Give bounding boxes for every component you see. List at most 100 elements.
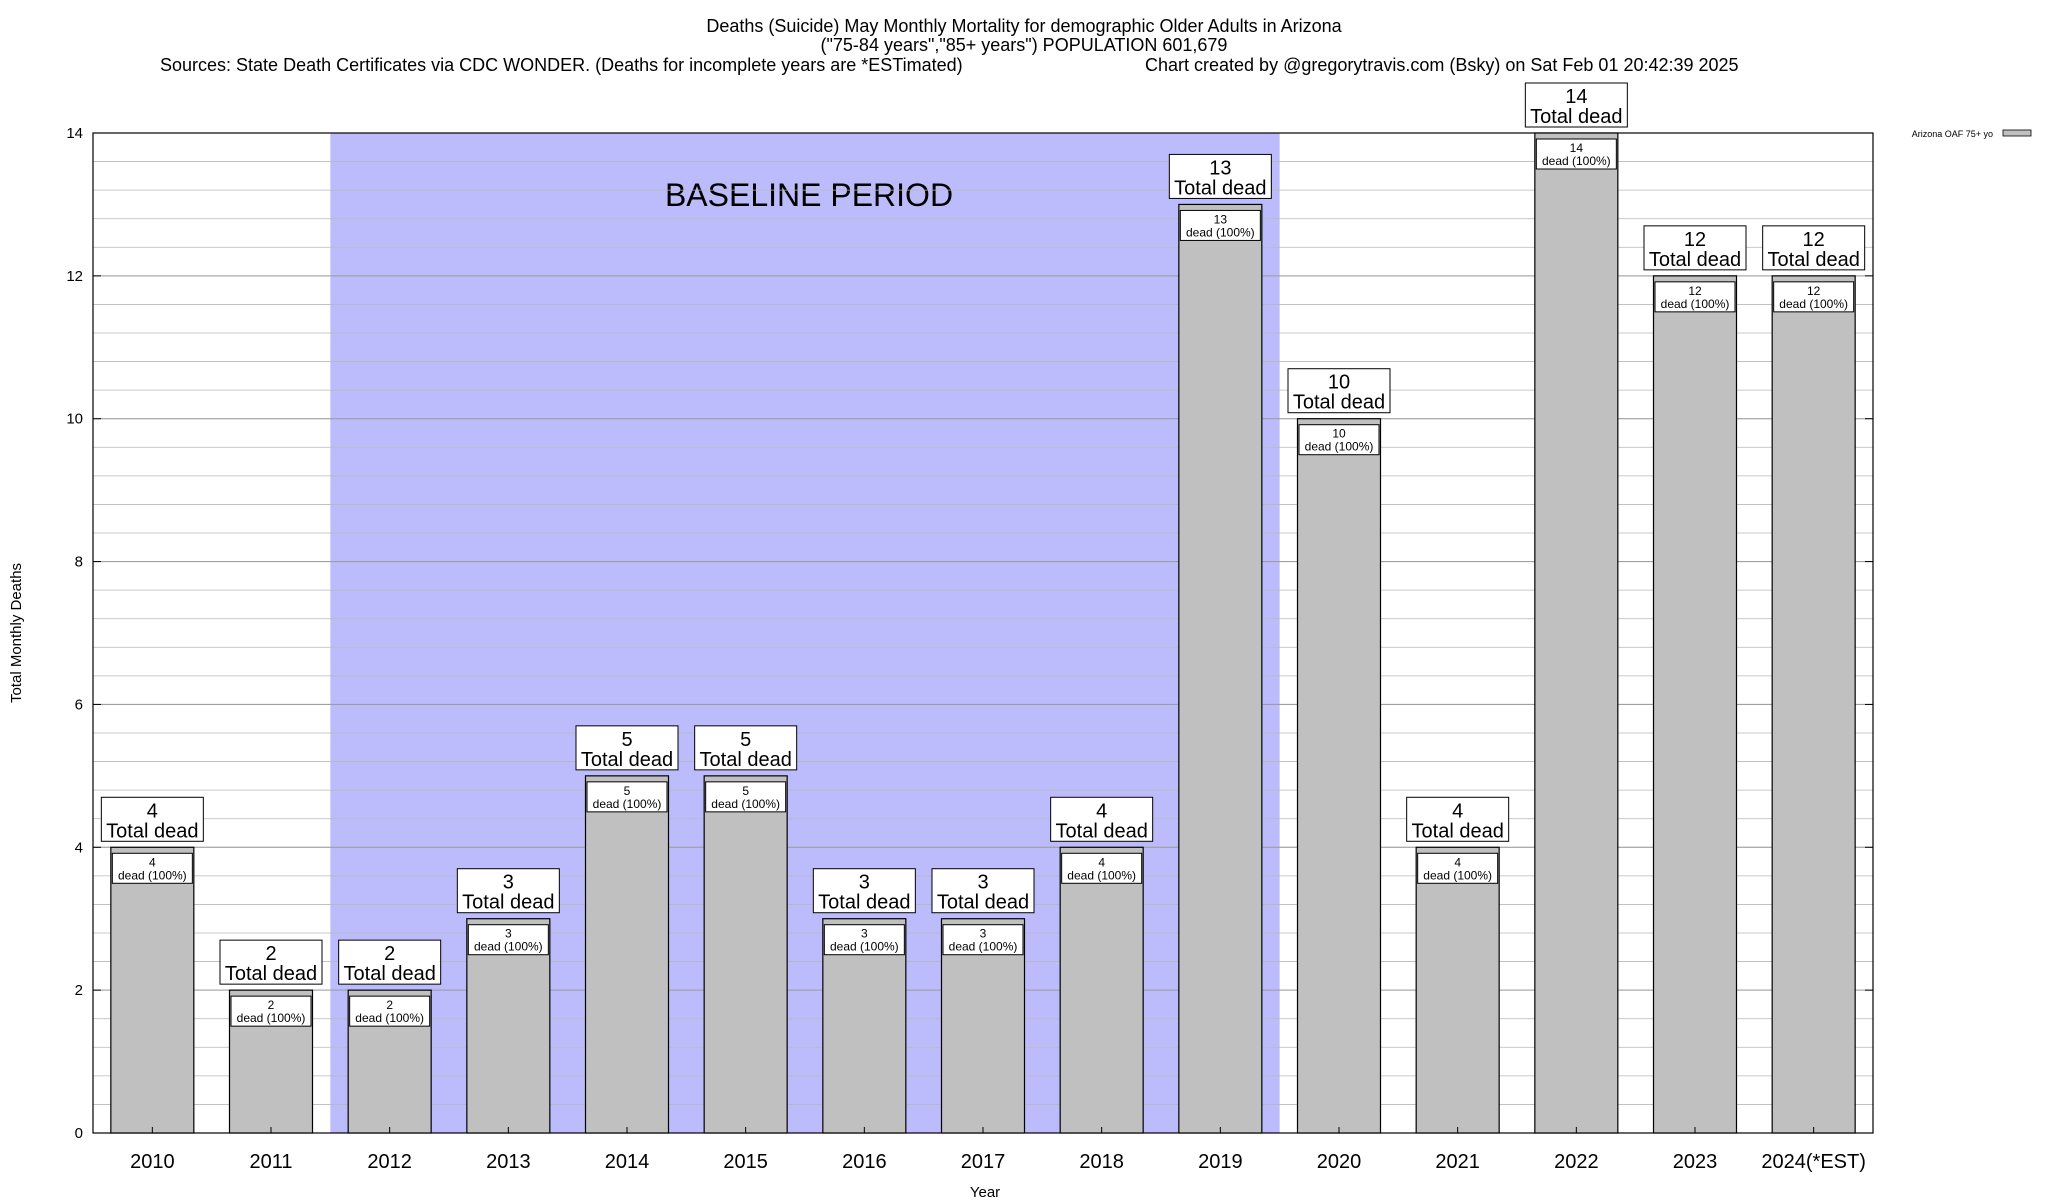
y-tick-label: 6	[75, 696, 83, 713]
bar-total-value: 4	[1096, 800, 1107, 822]
bar-total-label-box	[219, 939, 323, 985]
bar-inner-value: 2	[268, 998, 275, 1012]
bar-inner-text: dead (100%)	[474, 940, 543, 954]
chart-title: Deaths (Suicide) May Monthly Mortality f…	[706, 16, 1342, 36]
x-tick-label: 2013	[486, 1151, 531, 1173]
x-tick-label: 2020	[1317, 1151, 1362, 1173]
bar-total-text: Total dead	[1412, 820, 1504, 842]
bar-inner-label-box	[349, 995, 431, 1027]
bar[interactable]	[1534, 132, 1619, 1134]
y-tick-label: 2	[75, 982, 83, 999]
bar-inner-value: 3	[980, 927, 987, 941]
bar-inner-label-box	[1179, 209, 1261, 241]
bar-inner-text: dead (100%)	[1067, 868, 1136, 882]
x-tick-label: 2010	[130, 1151, 175, 1173]
bar-total-text: Total dead	[937, 892, 1029, 914]
bar-inner-value: 3	[505, 927, 512, 941]
bar-inner-label-box	[230, 995, 312, 1027]
bar-total-value: 5	[621, 729, 632, 751]
bar-inner-text: dead (100%)	[1661, 297, 1730, 311]
x-tick-label: 2011	[249, 1151, 292, 1173]
bar-total-value: 12	[1803, 229, 1825, 251]
bar-inner-value: 14	[1570, 141, 1584, 155]
bar-total-value: 14	[1565, 86, 1587, 108]
bar[interactable]	[1296, 418, 1382, 1134]
bar-total-text: Total dead	[1174, 177, 1266, 199]
bar[interactable]	[1059, 846, 1144, 1134]
x-tick-label: 2019	[1198, 1151, 1243, 1173]
bar-inner-value: 10	[1332, 427, 1346, 441]
bar-total-text: Total dead	[344, 963, 436, 985]
y-axis-label: Total Monthly Deaths	[8, 563, 25, 703]
bar-inner-text: dead (100%)	[1423, 868, 1492, 882]
bar-total-label-box	[1287, 368, 1391, 414]
bar[interactable]	[1178, 203, 1263, 1134]
x-tick-label: 2022	[1554, 1151, 1599, 1173]
bar-total-label-box	[456, 868, 560, 914]
legend-swatch	[2002, 129, 2032, 137]
bar-inner-label-box	[1061, 852, 1143, 884]
bar-inner-label-box	[1654, 281, 1736, 313]
bar-inner-text: dead (100%)	[1305, 440, 1374, 454]
bar[interactable]	[584, 775, 670, 1134]
bar-total-value: 4	[147, 800, 158, 822]
bar-inner-label-box	[705, 781, 787, 813]
bar-inner-text: dead (100%)	[711, 797, 780, 811]
x-tick-label: 2014	[605, 1151, 650, 1173]
x-tick-label: 2012	[367, 1151, 412, 1173]
bar-total-text: Total dead	[700, 749, 792, 771]
baseline-label: BASELINE PERIOD	[665, 177, 953, 213]
bar-total-label-box	[1050, 796, 1154, 842]
bar-total-value: 12	[1684, 229, 1706, 251]
bar-total-text: Total dead	[1768, 249, 1860, 271]
bar-total-text: Total dead	[818, 892, 910, 914]
bar-inner-text: dead (100%)	[118, 868, 187, 882]
bar-total-value: 4	[1452, 800, 1463, 822]
bar-total-label-box	[338, 939, 442, 985]
bar-inner-text: dead (100%)	[355, 1011, 424, 1025]
bar-total-label-box	[575, 725, 679, 771]
x-tick-label: 2018	[1079, 1151, 1124, 1173]
y-tick-label: 8	[75, 554, 83, 571]
bar[interactable]	[1415, 846, 1500, 1134]
bar-inner-value: 2	[386, 998, 393, 1012]
bar-inner-label-box	[1773, 281, 1855, 313]
bar[interactable]	[1652, 275, 1738, 1134]
bar-total-value: 3	[977, 872, 988, 894]
bar[interactable]	[703, 775, 788, 1134]
bar-inner-text: dead (100%)	[237, 1011, 306, 1025]
bar-inner-value: 4	[1454, 855, 1461, 869]
bar-total-label-box	[1406, 796, 1510, 842]
bar-inner-text: dead (100%)	[593, 797, 662, 811]
bar-total-text: Total dead	[462, 892, 554, 914]
bar-inner-label-box	[823, 924, 905, 956]
bar[interactable]	[110, 846, 195, 1134]
bar-total-text: Total dead	[581, 749, 673, 771]
bar-inner-label-box	[942, 924, 1024, 956]
y-tick-label: 14	[66, 125, 83, 142]
bar-inner-value: 4	[1098, 855, 1105, 869]
bar-inner-text: dead (100%)	[1779, 297, 1848, 311]
bar-inner-label-box	[1535, 138, 1617, 170]
bar-total-label-box	[100, 796, 204, 842]
bar-inner-value: 4	[149, 855, 156, 869]
bar-total-text: Total dead	[1056, 820, 1148, 842]
x-tick-label: 2015	[723, 1151, 768, 1173]
bar-inner-label-box	[467, 924, 549, 956]
bar-inner-text: dead (100%)	[949, 940, 1018, 954]
bar[interactable]	[1771, 275, 1856, 1134]
bar-total-label-box	[1762, 225, 1866, 271]
bar-inner-label-box	[1417, 852, 1499, 884]
bar-inner-value: 12	[1807, 284, 1821, 298]
bar-inner-text: dead (100%)	[1542, 154, 1611, 168]
x-tick-label: 2024(*EST)	[1761, 1151, 1866, 1173]
bar-inner-value: 13	[1214, 212, 1228, 226]
bar-total-text: Total dead	[225, 963, 317, 985]
bar-total-text: Total dead	[1649, 249, 1741, 271]
x-axis-label: Year	[970, 1184, 1000, 1200]
chart-subtitle: ("75-84 years","85+ years") POPULATION 6…	[821, 35, 1228, 55]
bar-total-label-box	[694, 725, 798, 771]
bar-total-value: 3	[503, 872, 514, 894]
bar-inner-value: 5	[742, 784, 749, 798]
